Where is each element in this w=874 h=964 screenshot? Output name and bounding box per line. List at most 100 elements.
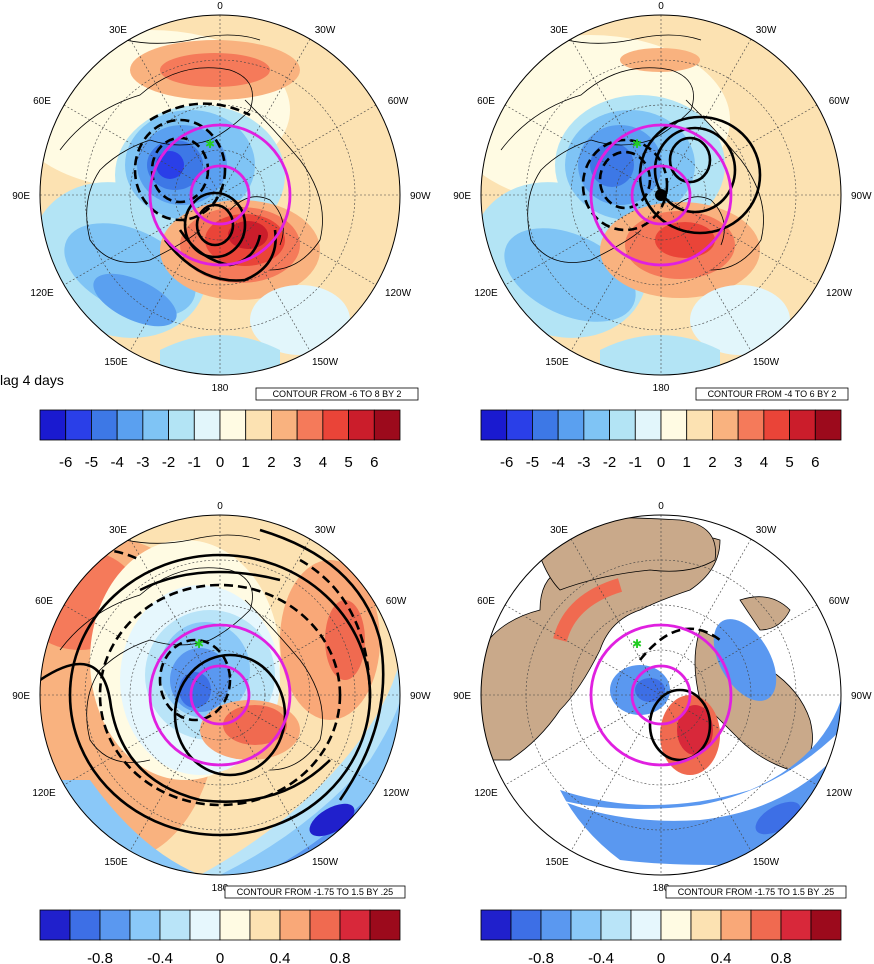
lon-label-30w: 30W: [756, 525, 777, 536]
lon-label-30e: 30E: [109, 25, 127, 36]
colorbar-tick-label: -4: [551, 454, 564, 471]
colorbar-swatch: [159, 909, 191, 941]
colorbar-tick-label: -3: [136, 454, 149, 471]
lon-label-90w: 90W: [851, 691, 872, 702]
lon-label-120w: 120W: [383, 788, 410, 799]
colorbar-tick-label: -0.8: [87, 950, 113, 964]
colorbar-swatch: [271, 409, 298, 441]
colorbar-swatch: [634, 409, 662, 441]
contour-info-panel-3: CONTOUR FROM -1.75 TO 1.5 BY .25: [237, 887, 393, 897]
lon-label-30w: 30W: [756, 25, 777, 36]
map-panel-2: ✱ 0 30E 30W 60E 60W 90E 90W 120E 120W 15…: [453, 1, 872, 471]
colorbar-tick-label: -2: [162, 454, 175, 471]
colorbar-panel-2: -6 -5 -4 -3 -2 -1 0 1 2 3 4 5 6: [480, 409, 842, 471]
colorbar-swatch: [39, 409, 67, 441]
colorbar-tick-label: 5: [344, 454, 352, 471]
colorbar-swatch: [532, 409, 559, 441]
colorbar-swatch: [600, 909, 632, 941]
lon-label-150e: 150E: [104, 857, 128, 868]
colorbar-tick-label: 3: [734, 454, 742, 471]
lon-label-90e: 90E: [12, 691, 30, 702]
colorbar-swatch: [660, 409, 688, 441]
colorbar-swatch: [810, 909, 842, 941]
lon-label-60e: 60E: [33, 96, 51, 107]
colorbar-swatch: [660, 909, 692, 941]
colorbar-swatch: [737, 409, 765, 441]
colorbar-tick-label: 0: [216, 454, 224, 471]
colorbar-swatch: [373, 409, 401, 441]
lon-label-60w: 60W: [388, 96, 409, 107]
colorbar-swatch: [65, 409, 92, 441]
colorbar-tick-label: 3: [293, 454, 301, 471]
colorbar-swatch: [39, 909, 71, 941]
map-panel-3: ✱ 0 30E 30W 60E 60W 90E 90W 120E 120W 15…: [12, 501, 431, 964]
colorbar-panel-1: -6 -5 -4 -3 -2 -1 0 1 2 3 4 5 6: [39, 409, 401, 471]
lon-label-180: 180: [212, 383, 229, 394]
lon-label-120e: 120E: [32, 788, 56, 799]
lon-label-90w: 90W: [410, 191, 431, 202]
colorbar-tick-label: -3: [577, 454, 590, 471]
colorbar-swatch: [506, 409, 533, 441]
colorbar-panel-4: -0.8 -0.4 0 0.4 0.8: [480, 909, 842, 964]
colorbar-swatch: [686, 409, 713, 441]
colorbar-tick-label: -0.8: [528, 950, 554, 964]
lon-label-60w: 60W: [829, 96, 850, 107]
colorbar-tick-label: -0.4: [147, 950, 173, 964]
colorbar-swatch: [712, 409, 739, 441]
contour-info-panel-2: CONTOUR FROM -4 TO 6 BY 2: [708, 389, 837, 399]
colorbar-swatch: [296, 409, 324, 441]
svg-text:✱: ✱: [194, 637, 204, 651]
colorbar-tick-label: 1: [683, 454, 691, 471]
lon-label-180: 180: [653, 883, 670, 894]
colorbar-tick-label: 2: [708, 454, 716, 471]
lon-label-0: 0: [658, 1, 664, 12]
colorbar-swatch: [91, 409, 118, 441]
lon-label-180: 180: [653, 383, 670, 394]
lon-label-180: 180: [212, 883, 229, 894]
svg-text:✱: ✱: [632, 637, 642, 651]
lon-label-120e: 120E: [474, 288, 498, 299]
lon-label-30e: 30E: [109, 525, 127, 536]
lon-label-120w: 120W: [826, 788, 853, 799]
shaded-field-panel-2: ✱: [481, 15, 841, 375]
colorbar-swatch: [129, 909, 161, 941]
lon-label-30w: 30W: [315, 25, 336, 36]
colorbar-tick-label: -1: [188, 454, 201, 471]
colorbar-swatch: [322, 409, 349, 441]
colorbar-tick-label: 0.8: [330, 950, 351, 964]
colorbar-tick-label: 5: [785, 454, 793, 471]
lon-label-150e: 150E: [545, 357, 569, 368]
colorbar-swatch: [609, 409, 636, 441]
shaded-field-panel-3: ✱: [40, 515, 400, 875]
colorbar-tick-label: 0.8: [771, 950, 792, 964]
shaded-field-panel-1: ✱: [40, 15, 400, 375]
lon-label-120w: 120W: [826, 288, 853, 299]
colorbar-swatch: [510, 909, 542, 941]
colorbar-tick-label: 4: [319, 454, 327, 471]
colorbar-swatch: [750, 909, 782, 941]
colorbar-swatch: [540, 909, 572, 941]
lon-label-90e: 90E: [453, 191, 471, 202]
lon-label-60w: 60W: [386, 596, 407, 607]
colorbar-swatch: [557, 409, 585, 441]
colorbar-swatch: [189, 909, 221, 941]
colorbar-tick-label: 0.4: [270, 950, 291, 964]
svg-text:✱: ✱: [632, 137, 642, 151]
map-panel-4: ✱ 0 30E 30W 60E 60W 90E 90W 120E 120W 15…: [453, 501, 872, 964]
lon-label-60e: 60E: [477, 96, 495, 107]
colorbar-swatch: [480, 909, 512, 941]
colorbar-tick-label: -5: [85, 454, 98, 471]
colorbar-swatch: [219, 909, 251, 941]
colorbar-tick-label: 0.4: [711, 950, 732, 964]
colorbar-tick-label: -5: [526, 454, 539, 471]
lon-label-90w: 90W: [851, 191, 872, 202]
lon-label-0: 0: [658, 501, 664, 512]
colorbar-swatch: [789, 409, 816, 441]
colorbar-swatch: [279, 909, 311, 941]
lon-label-0: 0: [217, 501, 223, 512]
colorbar-tick-label: 4: [760, 454, 768, 471]
colorbar-swatch: [480, 409, 508, 441]
colorbar-swatch: [369, 909, 401, 941]
colorbar-tick-label: 0: [657, 950, 665, 964]
map-panel-1: ✱ 0 30E 30W 60E 60W 90E 90W 120E 120W 15…: [12, 1, 431, 471]
